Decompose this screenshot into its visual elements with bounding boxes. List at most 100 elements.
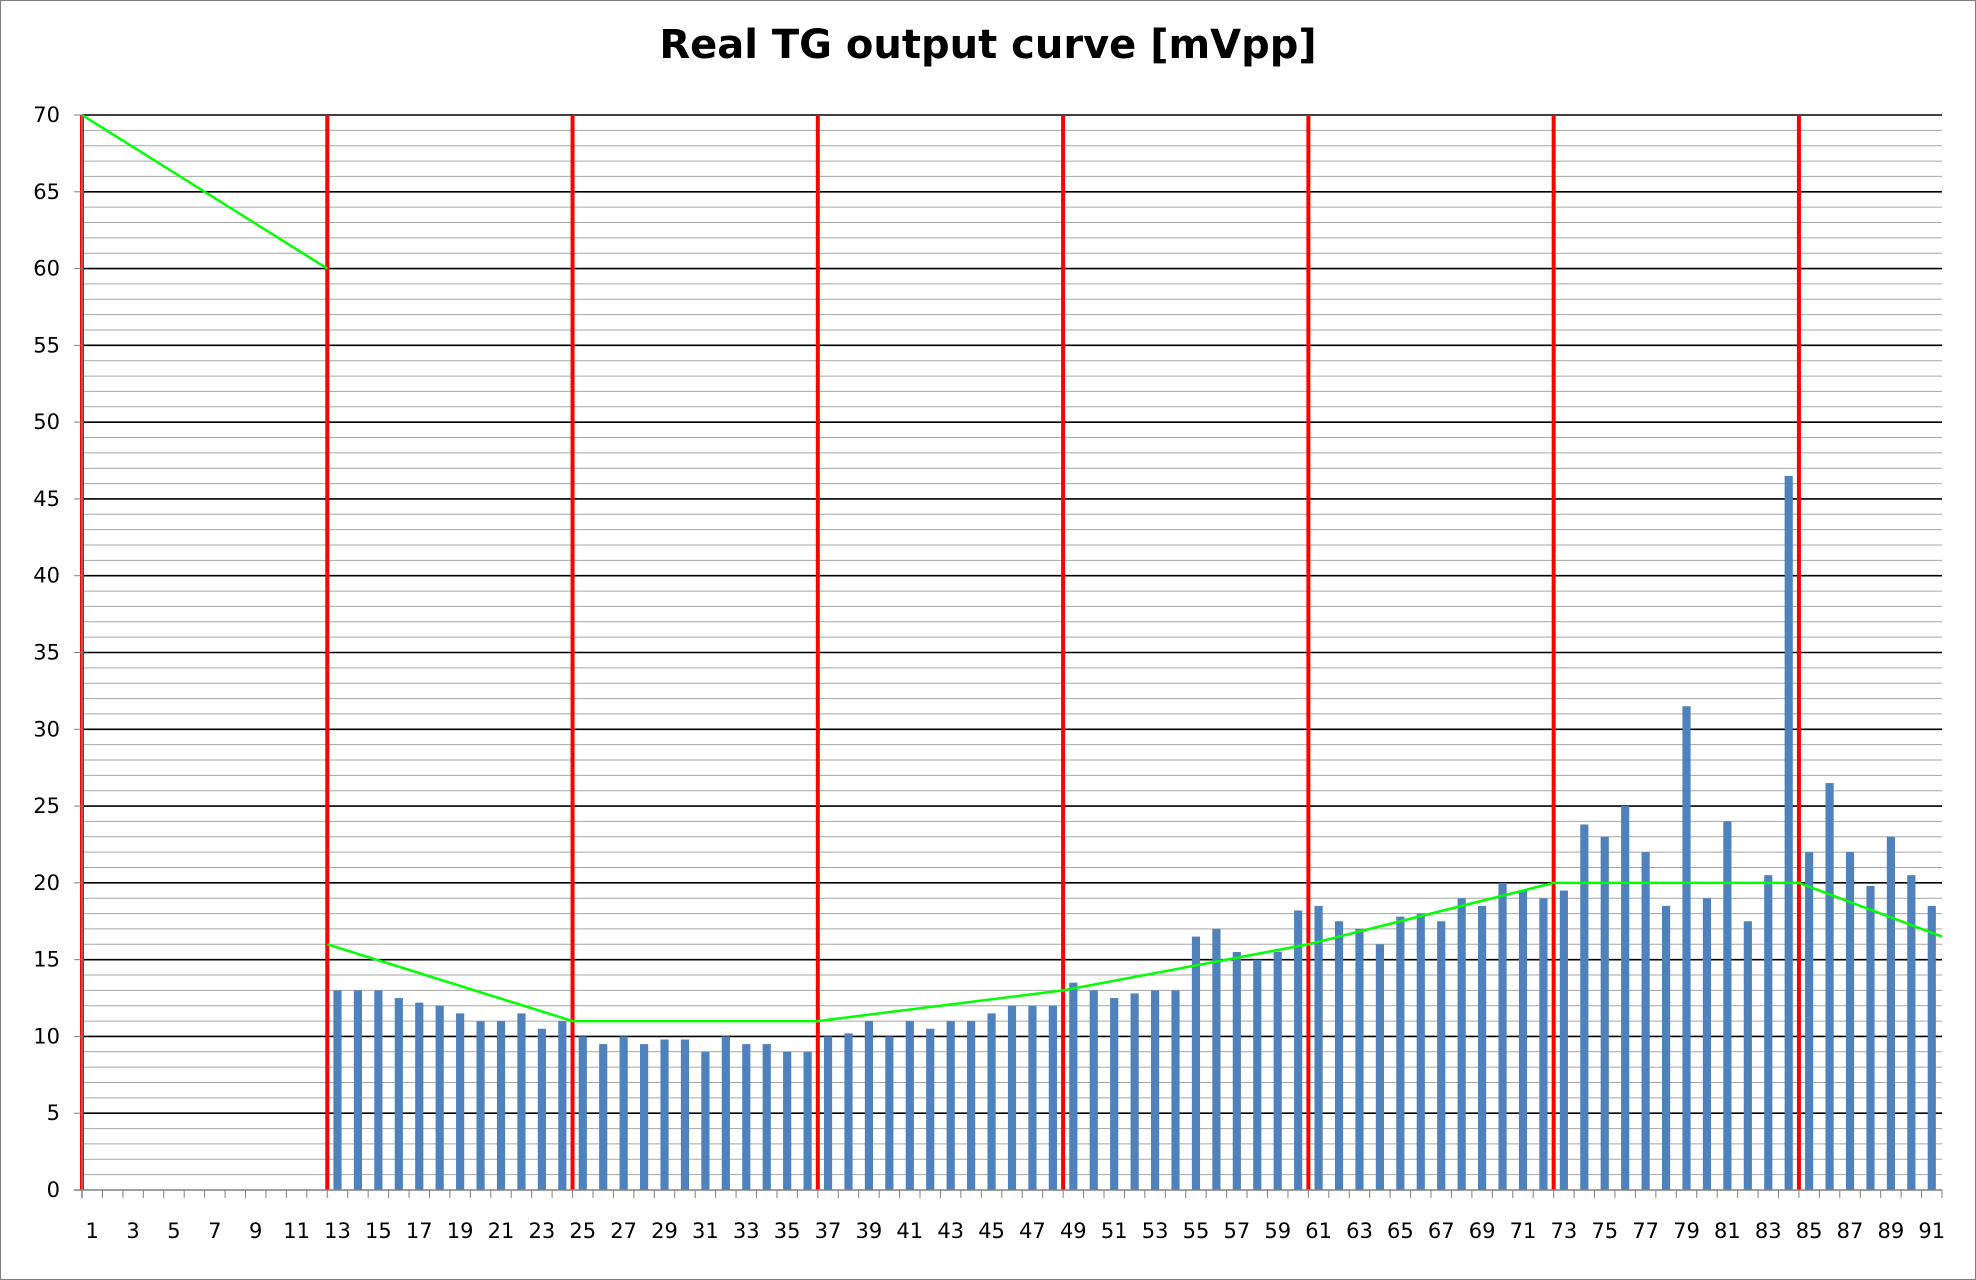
x-tick-label: 31 <box>692 1219 719 1243</box>
y-tick-label: 45 <box>33 487 60 511</box>
bar <box>1478 905 1487 1190</box>
bar <box>1641 852 1650 1190</box>
bar <box>435 1005 444 1190</box>
bar <box>1253 959 1262 1190</box>
bar <box>1334 921 1344 1190</box>
x-tick-label: 35 <box>774 1219 801 1243</box>
x-tick-label: 53 <box>1142 1219 1169 1243</box>
bar <box>1886 836 1895 1190</box>
bar <box>578 1036 587 1190</box>
bar <box>1927 905 1936 1190</box>
x-tick-label: 19 <box>447 1219 474 1243</box>
bar <box>680 1039 690 1190</box>
bar <box>1661 905 1671 1190</box>
x-tick-label: 91 <box>1918 1219 1945 1243</box>
x-tick-label: 5 <box>167 1219 180 1243</box>
bar <box>1621 806 1630 1190</box>
bar <box>476 1021 485 1190</box>
x-tick-label: 15 <box>365 1219 392 1243</box>
bar <box>803 1051 812 1190</box>
bar <box>1294 910 1303 1190</box>
x-tick-label: 7 <box>208 1219 221 1243</box>
green-reference-line <box>81 113 1943 1023</box>
bar <box>374 990 383 1190</box>
bar <box>415 1002 424 1190</box>
x-tick-label: 9 <box>249 1219 262 1243</box>
x-tick-label: 85 <box>1796 1219 1823 1243</box>
y-tick-label: 15 <box>33 948 60 972</box>
bar <box>333 990 342 1190</box>
bar <box>1805 852 1814 1190</box>
bar <box>926 1028 935 1190</box>
bar <box>905 1021 914 1190</box>
bar <box>1191 936 1201 1190</box>
x-tick-label: 21 <box>488 1219 515 1243</box>
x-tick-label: 27 <box>610 1219 637 1243</box>
bar <box>1845 852 1855 1190</box>
bar <box>1048 1005 1057 1190</box>
y-tick-label: 55 <box>33 333 60 357</box>
x-tick-label: 57 <box>1223 1219 1250 1243</box>
bar <box>967 1021 976 1190</box>
bar <box>1580 824 1589 1190</box>
y-tick-labels: 0 5 10 15 20 25 30 35 40 45 50 55 60 65 70 <box>33 103 60 1202</box>
bar <box>1784 475 1793 1191</box>
x-tick-label: 71 <box>1510 1219 1537 1243</box>
bar <box>1007 1005 1017 1190</box>
y-tick-label: 35 <box>33 641 60 665</box>
bar <box>1314 905 1323 1190</box>
bar <box>456 1013 465 1190</box>
x-tick-label: 1 <box>86 1219 99 1243</box>
bar <box>1396 916 1405 1190</box>
x-tick-label: 81 <box>1714 1219 1741 1243</box>
bar <box>1171 990 1180 1190</box>
bar <box>1518 890 1528 1190</box>
axes <box>74 114 1943 1198</box>
x-tick-label: 33 <box>733 1219 760 1243</box>
x-tick-label: 61 <box>1305 1219 1332 1243</box>
x-tick-label: 39 <box>856 1219 883 1243</box>
y-tick-label: 70 <box>33 103 60 127</box>
bar <box>640 1044 649 1190</box>
x-tick-label: 49 <box>1060 1219 1087 1243</box>
x-tick-label: 37 <box>815 1219 842 1243</box>
x-tick-label: 11 <box>283 1219 310 1243</box>
bar <box>1743 921 1752 1190</box>
x-tick-label: 83 <box>1755 1219 1782 1243</box>
x-tick-label: 51 <box>1101 1219 1128 1243</box>
bar <box>1375 944 1384 1190</box>
bar <box>1600 836 1609 1190</box>
bar <box>1764 875 1773 1190</box>
bar <box>1723 821 1732 1190</box>
y-tick-label: 60 <box>33 257 60 281</box>
bar <box>1232 951 1241 1190</box>
y-tick-label: 40 <box>33 564 60 588</box>
x-tick-label: 45 <box>978 1219 1005 1243</box>
bar <box>619 1036 628 1190</box>
bar <box>1028 1005 1037 1190</box>
x-tick-label: 77 <box>1632 1219 1659 1243</box>
x-tick-label: 25 <box>569 1219 596 1243</box>
bar <box>1416 913 1425 1190</box>
x-tick-label: 75 <box>1591 1219 1618 1243</box>
x-tick-label: 43 <box>937 1219 964 1243</box>
bar <box>946 1021 955 1190</box>
y-tick-label: 0 <box>47 1178 60 1202</box>
y-tick-label: 65 <box>33 180 60 204</box>
bar <box>1273 951 1282 1190</box>
bar <box>1089 990 1098 1190</box>
bar <box>1907 875 1916 1190</box>
bar <box>394 998 403 1190</box>
x-tick-label: 67 <box>1428 1219 1455 1243</box>
bar <box>1437 921 1446 1190</box>
y-tick-label: 5 <box>47 1101 60 1125</box>
x-tick-label: 59 <box>1264 1219 1291 1243</box>
bar <box>885 1036 894 1190</box>
bar <box>1355 928 1364 1190</box>
x-tick-label: 55 <box>1183 1219 1210 1243</box>
bar <box>987 1013 996 1190</box>
bar <box>1069 982 1078 1190</box>
bar <box>762 1044 771 1190</box>
x-tick-label: 65 <box>1387 1219 1414 1243</box>
y-tick-label: 20 <box>33 871 60 895</box>
